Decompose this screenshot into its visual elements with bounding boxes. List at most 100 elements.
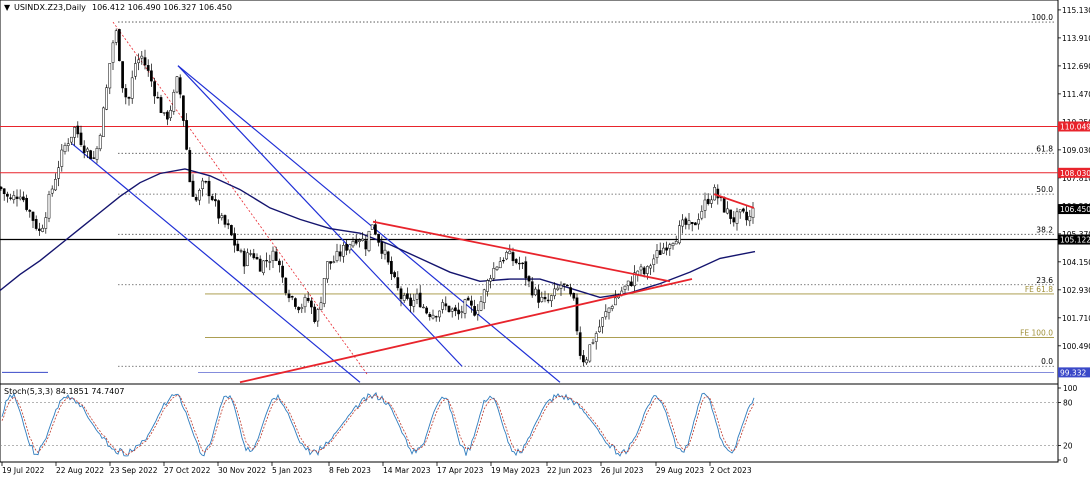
candle-up <box>358 240 361 242</box>
candle-up <box>614 297 617 306</box>
fib-label-3: 38.2 <box>1036 225 1053 234</box>
candle-up <box>63 145 67 152</box>
time-tick-label-2: 23 Sep 2022 <box>110 466 158 475</box>
candle-up <box>271 250 275 261</box>
oscillator-panel-frame <box>0 383 1059 463</box>
candle-down <box>178 77 182 95</box>
candle-down <box>230 225 233 236</box>
candle-down <box>434 316 438 318</box>
candle-up <box>412 299 416 307</box>
candle-down <box>502 259 505 262</box>
candle-down <box>146 65 150 71</box>
candle-down <box>473 306 476 316</box>
candle-down <box>537 289 540 303</box>
stoch-tick-label-3: 0 <box>1063 456 1068 465</box>
candle-down <box>444 303 448 307</box>
candle-up <box>460 311 464 313</box>
candle-down <box>274 251 278 261</box>
candle-down <box>732 217 736 223</box>
candle-up <box>319 302 323 310</box>
candle-up <box>73 127 76 138</box>
candle-down <box>742 208 745 212</box>
candle-down <box>345 243 348 251</box>
channel-lines-layer <box>71 21 561 383</box>
candle-up <box>114 30 118 43</box>
candle-up <box>66 143 70 146</box>
fib-label-5: 0.0 <box>1041 357 1053 366</box>
candle-up <box>700 211 704 219</box>
candle-up <box>322 278 326 304</box>
candle-down <box>569 287 572 295</box>
candle-down <box>124 88 128 98</box>
candle-down <box>22 196 25 201</box>
trend-line-2 <box>713 193 755 209</box>
candle-up <box>498 261 502 269</box>
candle-down <box>396 277 400 289</box>
trend-line-0 <box>372 220 671 283</box>
candle-down <box>578 332 582 356</box>
candle-down <box>153 81 156 97</box>
candle-down <box>642 267 646 275</box>
chart-symbol: USINDX.Z23,Daily <box>14 3 86 12</box>
candle-up <box>86 148 89 152</box>
candle-up <box>220 215 224 219</box>
stoch-d-line <box>1 394 755 456</box>
trend-lines-layer <box>239 193 755 384</box>
candle-up <box>300 307 304 310</box>
candle-up <box>172 91 176 112</box>
candle-down <box>233 233 236 246</box>
price-tick-label-2: 112.690 <box>1062 62 1090 71</box>
time-tick-label-7: 14 Mar 2023 <box>383 466 431 475</box>
price-tick-label-8: 105.370 <box>1062 230 1090 239</box>
fib-label-4: 23.6 <box>1036 276 1053 285</box>
candle-up <box>140 55 144 59</box>
candle-up <box>415 293 419 300</box>
candle-up <box>649 265 652 269</box>
candle-down <box>287 293 291 299</box>
candle-down <box>374 224 377 235</box>
candle-up <box>559 284 563 289</box>
dotted-red-diagonal <box>112 21 369 376</box>
candle-up <box>367 230 371 251</box>
candle-up <box>246 252 249 266</box>
time-tick-label-1: 22 Aug 2022 <box>56 466 104 475</box>
time-tick-label-13: 2 Oct 2023 <box>710 466 752 475</box>
price-tick-label-11: 101.710 <box>1062 314 1090 323</box>
candle-down <box>524 261 528 279</box>
candle-up <box>402 295 406 301</box>
candle-down <box>159 97 163 113</box>
candle-down <box>28 209 32 212</box>
candles-layer <box>0 28 755 367</box>
candle-down <box>281 265 284 278</box>
candle-down <box>207 180 211 197</box>
price-tick-label-1: 113.910 <box>1062 34 1090 43</box>
price-tick-label-9: 104.150 <box>1062 258 1090 267</box>
stochastic-layer: 100 80 20 0 <box>0 384 1078 465</box>
candle-up <box>726 208 729 214</box>
candle-up <box>738 209 742 213</box>
candle-down <box>76 125 80 135</box>
candle-down <box>354 239 358 244</box>
candle-down <box>684 218 688 225</box>
stoch-tick-label-1: 80 <box>1063 398 1073 407</box>
candle-down <box>25 197 28 210</box>
fe-label-0: FE 61.8 <box>1025 285 1053 294</box>
candle-down <box>572 292 576 299</box>
fib-label-2: 50.0 <box>1036 185 1053 194</box>
candle-down <box>329 261 332 264</box>
time-tick-label-12: 29 Aug 2023 <box>656 466 704 475</box>
candle-up <box>668 244 672 249</box>
chart-header-arrow: ▼ <box>4 3 11 12</box>
candle-up <box>607 307 611 313</box>
candle-down <box>166 111 169 120</box>
candle-down <box>191 180 195 197</box>
candle-up <box>383 249 387 255</box>
candle-down <box>278 260 281 266</box>
candle-up <box>748 216 752 222</box>
stoch-tick-label-2: 20 <box>1063 442 1073 451</box>
candle-up <box>678 225 681 244</box>
price-labels-layer: 110.049 108.030 106.450 105.122 99.332 <box>1058 121 1090 378</box>
resistance-110-tag: 110.049 <box>1060 122 1090 131</box>
time-tick-label-0: 19 Jul 2022 <box>2 466 45 475</box>
